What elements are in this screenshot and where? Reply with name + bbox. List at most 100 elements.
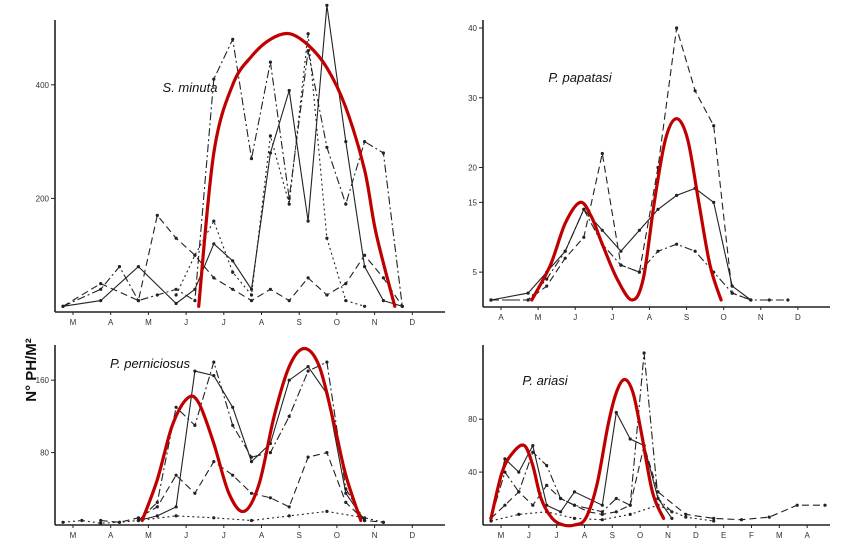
data-point	[231, 259, 235, 263]
data-point	[174, 505, 178, 509]
data-point	[136, 265, 140, 269]
data-point	[174, 301, 178, 306]
data-point	[174, 473, 178, 477]
month-label: A	[108, 318, 114, 327]
month-label: F	[749, 531, 754, 540]
month-label: M	[145, 318, 152, 327]
month-label: M	[776, 531, 783, 540]
data-point	[249, 460, 254, 464]
month-label: S	[297, 318, 302, 327]
data-point	[61, 304, 65, 308]
month-label: A	[498, 313, 504, 322]
data-point	[712, 516, 716, 521]
month-label: D	[409, 531, 415, 540]
data-point	[249, 455, 254, 459]
data-point	[80, 518, 84, 523]
month-label: O	[637, 531, 643, 540]
data-point	[559, 510, 563, 514]
data-point	[517, 490, 521, 494]
data-point	[614, 410, 618, 415]
data-point	[231, 423, 235, 427]
data-point	[136, 299, 140, 303]
data-point	[212, 516, 216, 520]
data-point	[325, 509, 329, 513]
data-point	[287, 196, 291, 200]
month-label: J	[555, 531, 559, 540]
series-line-dash-dot	[490, 352, 673, 519]
month-label: D	[409, 318, 415, 327]
data-point	[582, 235, 586, 239]
series-line-dashed	[491, 27, 751, 301]
series-line-dotted	[490, 504, 714, 522]
data-point	[249, 491, 254, 495]
data-point	[619, 263, 623, 267]
month-label: N	[758, 313, 764, 322]
month-label: O	[334, 318, 340, 327]
data-point	[306, 365, 310, 369]
data-point	[344, 299, 348, 303]
data-point	[249, 299, 254, 303]
data-point	[619, 249, 623, 253]
panel-title: P. perniciosus	[110, 356, 190, 371]
data-point	[117, 520, 122, 524]
data-point	[489, 519, 493, 523]
panel-title: S. minuta	[163, 80, 218, 95]
data-point	[600, 518, 604, 522]
trend-curve	[197, 31, 397, 308]
data-point	[786, 298, 790, 302]
data-point	[503, 457, 507, 461]
data-point	[155, 500, 159, 504]
month-label: E	[721, 531, 726, 540]
month-label: J	[184, 318, 188, 327]
data-point	[730, 291, 734, 295]
y-tick-label: 40	[468, 468, 477, 477]
data-point	[545, 277, 549, 281]
data-point	[363, 304, 367, 308]
y-tick-label: 80	[468, 415, 477, 424]
month-label: J	[222, 531, 226, 540]
data-point	[193, 369, 197, 373]
data-point	[193, 299, 197, 303]
month-label: J	[184, 531, 188, 540]
data-point	[656, 490, 660, 494]
data-point	[823, 503, 827, 507]
data-point	[344, 202, 348, 206]
data-point	[675, 193, 679, 197]
data-point	[325, 3, 329, 7]
series-line-solid	[490, 410, 673, 519]
y-tick-label: 15	[468, 198, 477, 207]
month-label: O	[334, 531, 340, 540]
data-point	[231, 270, 235, 274]
data-point	[517, 470, 521, 474]
series-line-dotted	[175, 33, 365, 307]
data-point	[531, 444, 535, 448]
data-point	[61, 520, 65, 524]
month-label: J	[527, 531, 531, 540]
data-point	[656, 496, 660, 501]
month-label: S	[610, 531, 615, 540]
data-point	[637, 270, 642, 274]
month-label: A	[647, 313, 653, 322]
data-point	[545, 483, 549, 487]
data-point	[363, 140, 367, 144]
data-point	[656, 249, 660, 253]
data-point	[600, 512, 604, 517]
trend-curve	[489, 377, 666, 528]
month-label: J	[610, 313, 614, 322]
data-point	[212, 374, 216, 378]
data-point	[306, 219, 310, 223]
data-point	[287, 505, 291, 509]
data-point	[767, 515, 771, 519]
panel-4: 40 80 M J J A S O N D E F M A P. ariasi	[468, 345, 830, 540]
data-point	[306, 369, 310, 373]
data-point	[363, 516, 367, 520]
month-label: N	[372, 318, 378, 327]
data-point	[287, 414, 291, 418]
data-point	[545, 284, 549, 288]
data-point	[531, 503, 535, 507]
y-tick-label: 30	[468, 94, 477, 103]
data-point	[363, 518, 367, 523]
data-point	[400, 304, 404, 308]
panel-2: 5 15 20 30 40 A M J J A S O N D P. papatasi	[468, 20, 830, 322]
